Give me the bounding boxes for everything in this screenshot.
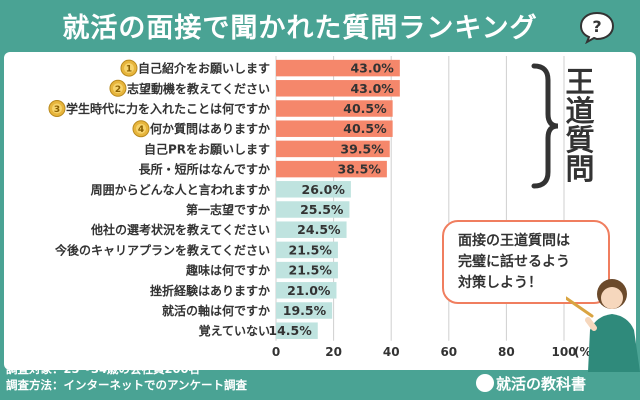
tick-layer: 0 20 40 60 80 100(%): [272, 345, 597, 359]
bar-value-label: 21.5%: [289, 263, 333, 278]
speech-bubble: 面接の王道質問は 完璧に話せるよう 対策しよう！: [442, 220, 610, 304]
brand-logo-icon: [476, 374, 494, 392]
category-label: 何か質問はありますか: [150, 121, 270, 136]
category-label: 他社の選考状況を教えてください: [90, 222, 270, 237]
bubble-line: 対策しよう！: [458, 275, 542, 291]
bubble-line: 面接の王道質問は: [458, 233, 570, 249]
bar: [276, 100, 393, 117]
category-label: 覚えていない: [199, 323, 270, 338]
bar: [276, 282, 337, 299]
survey-target: 調査対象：25～34歳の会社員200名: [6, 362, 201, 376]
page-title: 就活の面接で聞かれた質問ランキング: [62, 13, 538, 44]
bar: [276, 160, 387, 178]
bar-value-label: 21.0%: [287, 283, 331, 298]
category-label: 就活の軸は何ですか: [162, 303, 270, 318]
bar-value-label: 24.5%: [297, 222, 341, 237]
bar: [276, 221, 347, 238]
bar-value-label: 26.0%: [302, 182, 346, 197]
question-bubble-icon: ?: [579, 11, 615, 44]
bar-value-label: 19.5%: [283, 303, 327, 318]
bar: [276, 302, 333, 319]
bar-value-label: 39.5%: [340, 141, 384, 156]
svg-text:3: 3: [54, 105, 60, 115]
bar-value-label: 38.5%: [338, 162, 382, 177]
survey-info: 調査対象：25～34歳の会社員200名 調査方法：インターネットでのアンケート調…: [6, 361, 247, 393]
category-label: 志望動機を教えてください: [127, 81, 270, 96]
category-label: 長所・短所はなんですか: [139, 162, 270, 177]
bar-value-label: 21.5%: [289, 242, 333, 257]
medal-icon: 4: [132, 120, 150, 138]
x-tick-label: 20: [325, 345, 342, 359]
survey-method: 調査方法：インターネットでのアンケート調査: [6, 378, 248, 392]
bar: [276, 322, 318, 339]
bar-value-label: 25.5%: [300, 202, 344, 217]
x-tick-label: 80: [498, 345, 515, 359]
category-label: 第一志望ですか: [186, 202, 270, 217]
bar: [276, 59, 400, 77]
x-tick-label: 0: [272, 345, 280, 359]
category-label: 挫折経験はありますか: [150, 283, 270, 298]
bar: [276, 261, 338, 279]
bar-value-label: 43.0%: [350, 81, 394, 96]
category-label: 趣味は何ですか: [185, 263, 270, 278]
category-label: 学生時代に力を入れたことは何ですか: [66, 101, 270, 116]
category-label: 自己PRをお願いします: [144, 141, 270, 156]
curly-brace: [531, 63, 559, 189]
bar-layer: [276, 59, 400, 339]
bar: [276, 181, 351, 198]
x-tick-label: 60: [440, 345, 457, 359]
svg-text:4: 4: [138, 125, 144, 135]
medal-icon: 3: [48, 100, 66, 117]
presenter-illustration: [566, 279, 640, 372]
x-tick-label: 100: [551, 345, 576, 359]
category-label: 自己紹介をお願いします: [138, 61, 270, 76]
medal-icon: 1: [120, 59, 138, 77]
svg-text:1: 1: [126, 65, 132, 75]
label-layer: 43.0% 自己紹介をお願いします 1 43.0% 志望動機を教えてください 2 40.5%…: [48, 59, 394, 338]
bar: [276, 201, 350, 218]
bar-value-label: 14.5%: [268, 323, 312, 338]
bubble-line: 完璧に話せるよう: [458, 254, 570, 270]
bar: [276, 241, 338, 259]
bar-chart: 43.0% 自己紹介をお願いします 1 43.0% 志望動機を教えてください 2 40.5%…: [48, 56, 597, 359]
question-mark-text: ?: [592, 17, 601, 36]
bar: [276, 140, 390, 158]
category-label: 周囲からどんな人と言われますか: [91, 182, 270, 197]
bar: [276, 80, 400, 97]
bar: [276, 120, 393, 137]
medal-icon: 2: [109, 79, 127, 97]
category-label: 今後のキャリアプランを教えてください: [54, 242, 270, 257]
brace-label: 王道質問: [565, 65, 595, 186]
bar-value-label: 43.0%: [350, 61, 394, 76]
brand-name: 就活の教科書: [496, 375, 587, 393]
svg-text:2: 2: [115, 85, 121, 95]
x-tick-label: 40: [383, 345, 400, 359]
bar-value-label: 40.5%: [343, 121, 387, 136]
bar-value-label: 40.5%: [343, 101, 387, 116]
